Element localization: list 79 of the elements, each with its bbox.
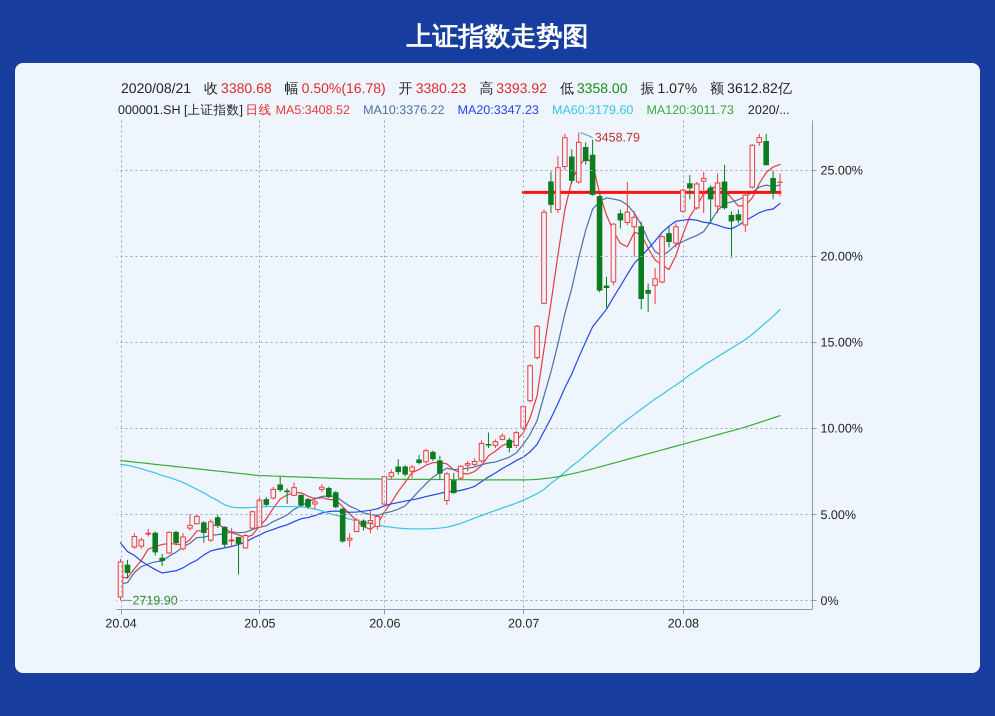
text: 低 3358.00 (560, 80, 628, 96)
text: 开 3380.23 (398, 80, 467, 96)
candlestick (777, 173, 783, 197)
candlestick (450, 472, 457, 494)
candlestick (236, 536, 242, 576)
x-tick-label: 20.07 (508, 616, 540, 630)
candlestick (714, 172, 720, 214)
annotation: 2719.90 (132, 593, 178, 608)
y-tick-label: 25.00% (820, 163, 863, 178)
candlestick (264, 496, 270, 508)
candlestick (270, 486, 276, 500)
line-series (120, 308, 781, 530)
x-tick-label: 20.08 (668, 616, 700, 630)
x-tick-label: 20.05 (244, 616, 276, 630)
y-tick-label: 5.00% (820, 508, 856, 522)
candlestick (360, 518, 366, 532)
x-tick-label: 20.06 (369, 616, 401, 630)
candlestick (124, 559, 130, 579)
candlestick (506, 437, 512, 453)
candlestick (423, 448, 429, 464)
candlestick (568, 148, 575, 184)
chart-title: 上证指数走势图 (406, 21, 588, 51)
y-tick-label: 0% (820, 594, 839, 608)
candlestick (201, 520, 207, 544)
candlestick (208, 518, 214, 542)
y-tick-label: 20.00% (820, 250, 863, 264)
text: 2020/08/21 (121, 80, 192, 96)
candlestick (666, 226, 672, 248)
text: MA120:3011.73 (646, 103, 734, 117)
annotation: 3458.79 (594, 130, 640, 145)
candlestick (700, 171, 706, 214)
text: 日线 (246, 103, 272, 117)
candlestick (708, 184, 714, 224)
text: 2020/... (748, 103, 790, 117)
text: 000001.SH [上证指数] (118, 103, 243, 117)
candlestick (416, 454, 422, 465)
candlestick (277, 476, 283, 492)
candlestick (187, 514, 193, 532)
candlestick (291, 482, 297, 497)
candlestick (346, 532, 352, 548)
candlestick (180, 532, 186, 551)
candlestick (222, 526, 228, 548)
candlestick (763, 133, 769, 166)
candlestick (228, 528, 234, 548)
text: MA60:3179.60 (552, 103, 634, 117)
text: 幅 0.50%(16.78) (284, 80, 386, 96)
candlestick (694, 181, 700, 210)
candlestick (673, 222, 679, 248)
text: 振 1.07% (640, 80, 698, 96)
candlestick (173, 530, 179, 546)
candlestick (548, 171, 554, 214)
candlestick (312, 496, 318, 510)
text: MA10:3376.22 (363, 103, 444, 117)
text: 收 3380.68 (204, 80, 272, 96)
y-tick-label: 10.00% (820, 422, 863, 436)
candlestick (159, 553, 165, 566)
candlestick (486, 432, 492, 449)
candlestick (770, 170, 776, 200)
candlestick (513, 430, 520, 449)
candlestick (214, 514, 220, 529)
candlestick (437, 455, 443, 480)
candlestick (687, 174, 693, 200)
x-tick-label: 20.04 (105, 616, 137, 630)
candlestick (458, 464, 464, 480)
candlestick (680, 188, 686, 214)
y-tick-label: 15.00% (820, 336, 863, 350)
text: MA20:3347.23 (458, 103, 539, 117)
candlestick (618, 209, 624, 229)
candlestick (242, 534, 248, 550)
candlestick (354, 518, 360, 533)
candlestick (409, 464, 415, 479)
candlestick (284, 488, 290, 504)
candlestick (430, 450, 436, 462)
candlestick (152, 531, 158, 556)
candlestick (756, 133, 762, 146)
text: 额 3612.82亿 (710, 80, 792, 96)
text: 高 3393.92 (479, 80, 548, 96)
candlestick (166, 531, 172, 554)
text: MA5:3408.52 (276, 103, 350, 117)
